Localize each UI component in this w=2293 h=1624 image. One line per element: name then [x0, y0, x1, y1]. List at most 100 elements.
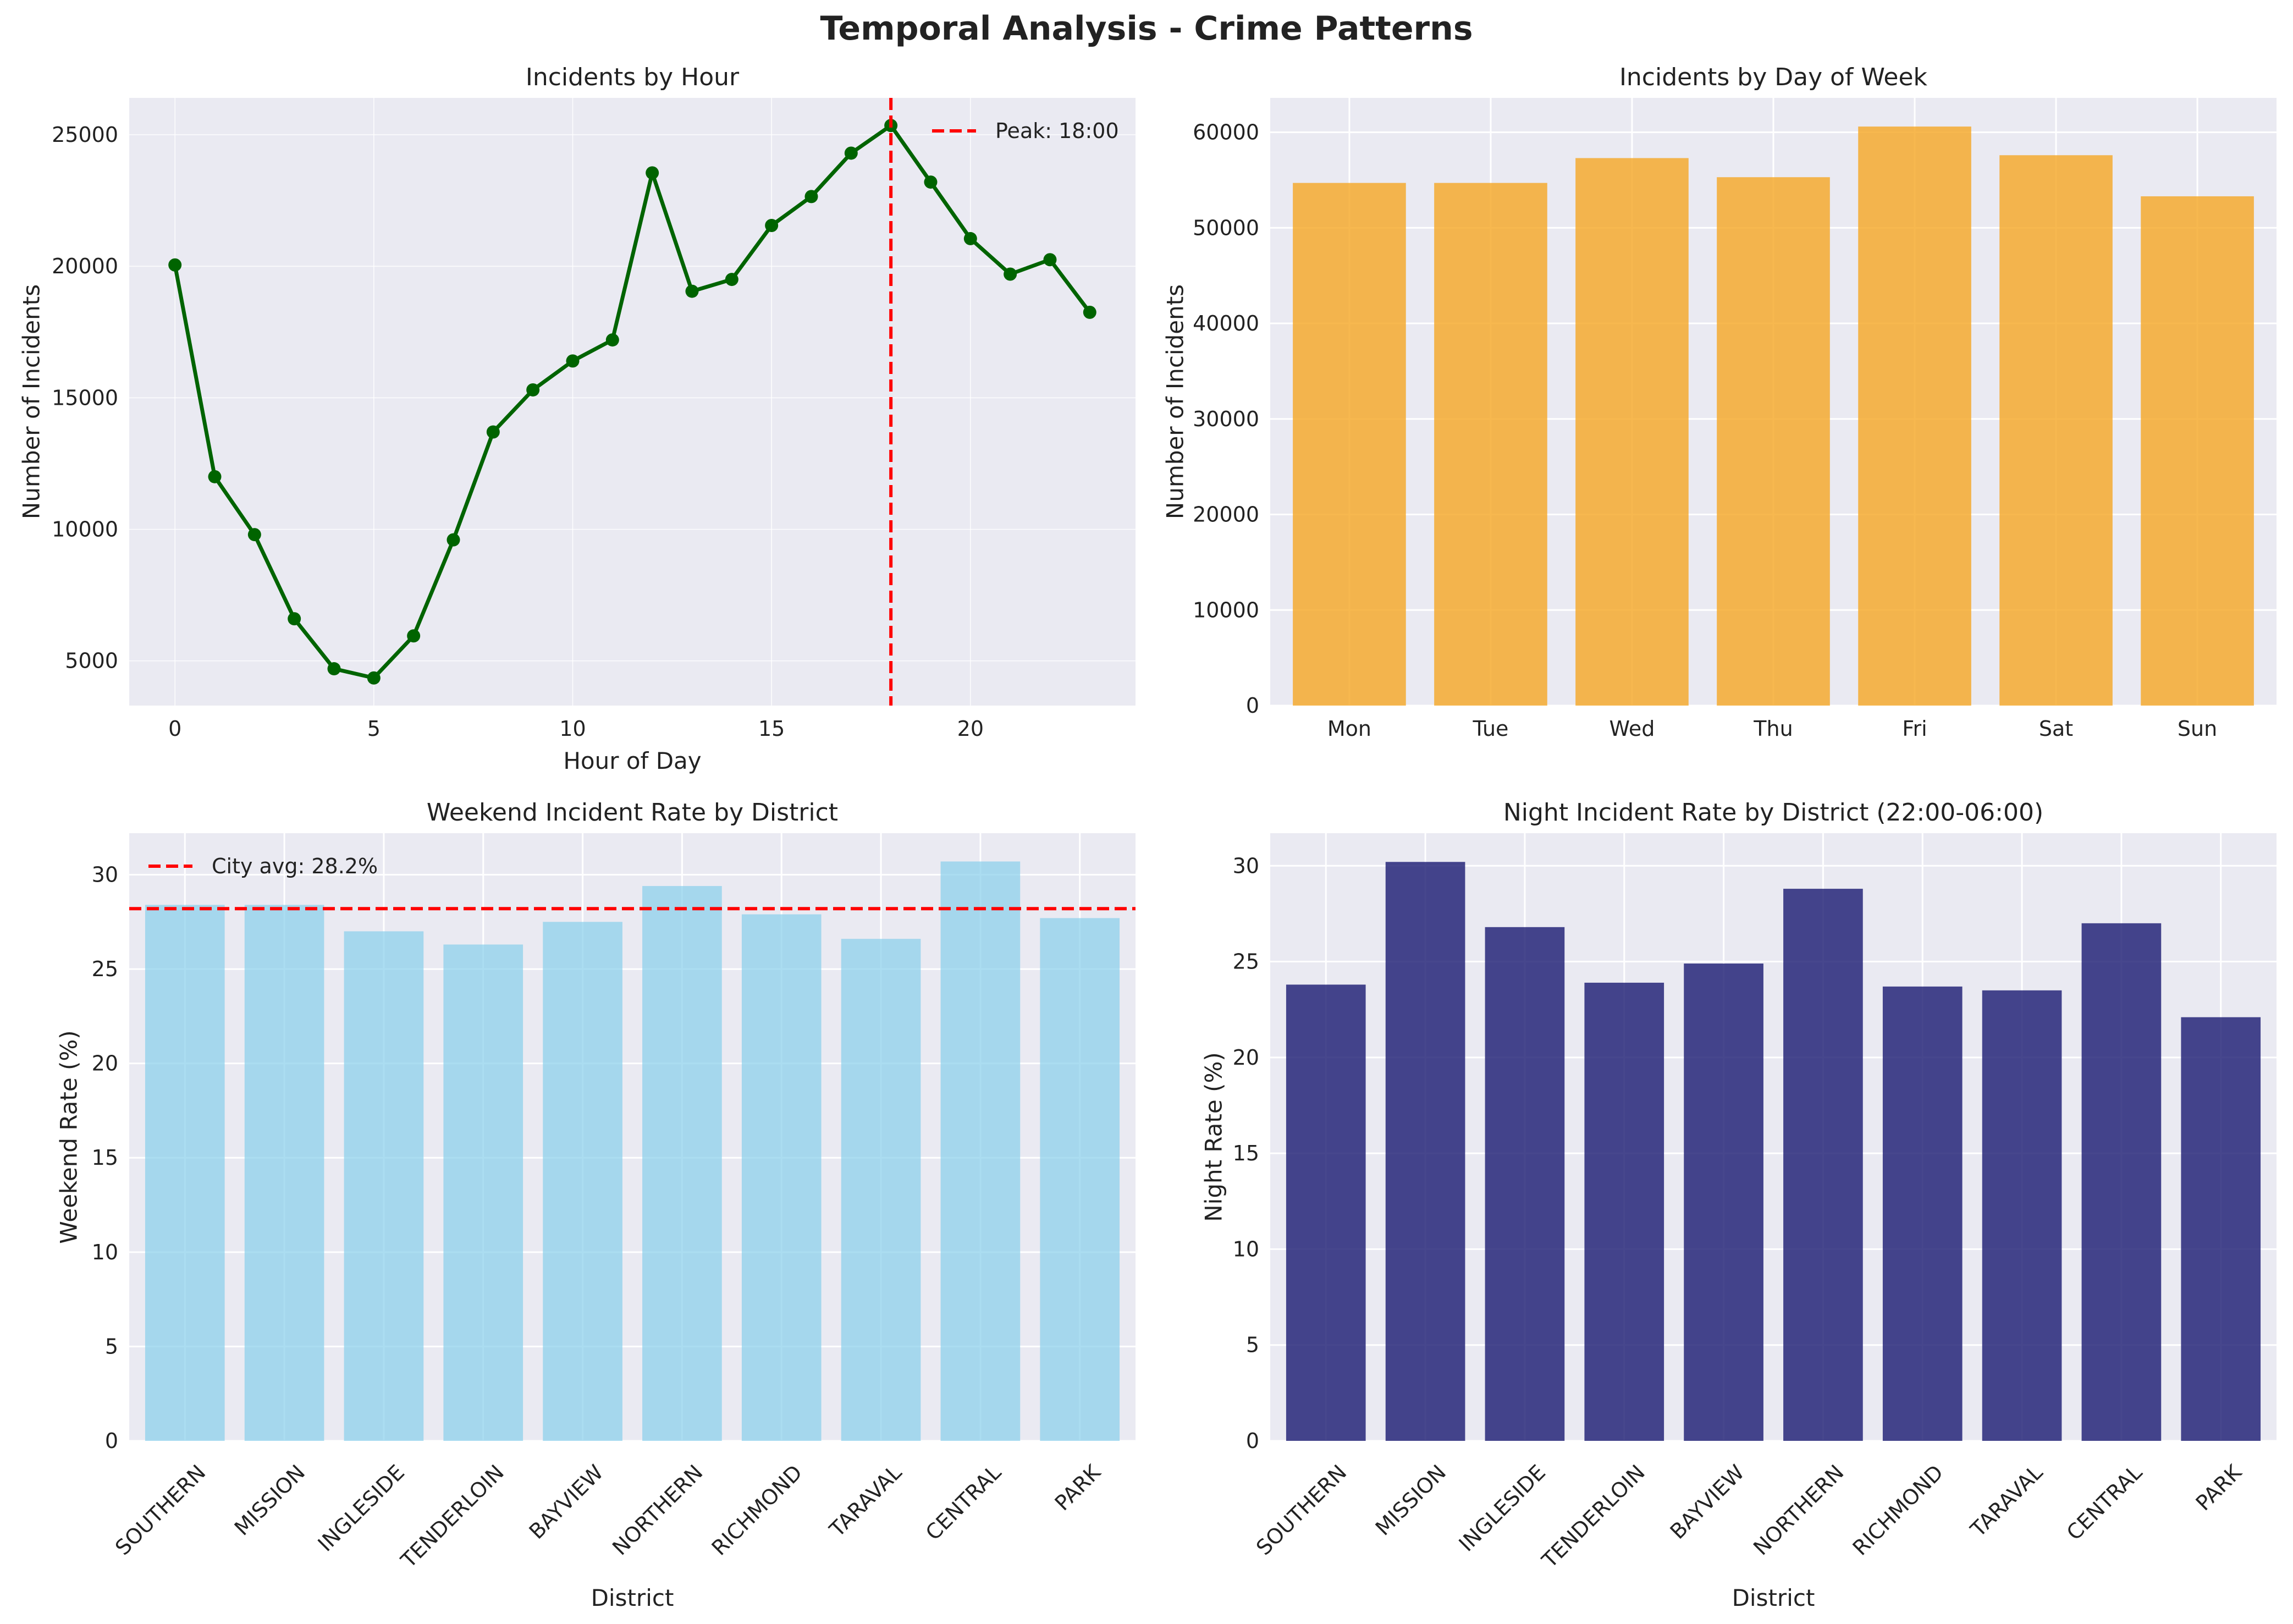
- data-point: [844, 146, 858, 160]
- series-line: [173, 123, 1092, 680]
- bar: [2081, 923, 2162, 1441]
- data-point: [963, 232, 977, 245]
- data-point: [804, 190, 818, 203]
- y-tick-label: 5000: [65, 649, 118, 673]
- bar: [2141, 196, 2254, 706]
- x-tick-label: BAYVIEW: [1666, 1460, 1749, 1544]
- data-point: [367, 671, 381, 685]
- bar: [1982, 990, 2062, 1441]
- y-tick-label: 50000: [1193, 216, 1259, 240]
- y-tick-label: 10000: [52, 518, 118, 542]
- bar: [1684, 964, 1763, 1441]
- bar: [1385, 862, 1465, 1441]
- figure-title: Temporal Analysis - Crime Patterns: [820, 9, 1473, 48]
- x-tick-label: TENDERLOIN: [396, 1460, 509, 1573]
- data-point: [1043, 253, 1057, 267]
- panel-dow: 0 10000 20000 30000 40000 50000 60000 Mon Tue Wed…: [1162, 63, 2277, 741]
- bar: [1717, 177, 1830, 706]
- data-point: [168, 258, 182, 272]
- bar: [1485, 927, 1565, 1441]
- bar: [1040, 918, 1120, 1441]
- x-tick-label: RICHMOND: [707, 1460, 807, 1560]
- y-axis-label: Number of Incidents: [1162, 284, 1189, 519]
- bar: [1434, 183, 1547, 706]
- x-tick-label: MISSION: [1371, 1460, 1451, 1540]
- data-point: [407, 629, 421, 643]
- bar: [1783, 889, 1863, 1441]
- data-point: [566, 354, 580, 368]
- y-tick-label: 10: [1233, 1237, 1259, 1261]
- panel-title: Incidents by Day of Week: [1619, 63, 1928, 91]
- y-tick-label: 20000: [1193, 503, 1259, 527]
- x-axis-label: Hour of Day: [563, 747, 701, 774]
- x-tick-label: Mon: [1327, 717, 1371, 741]
- data-point: [924, 175, 938, 189]
- y-tick-label: 25: [92, 957, 118, 981]
- data-point: [208, 470, 222, 483]
- x-tick-label: CENTRAL: [921, 1460, 1006, 1545]
- y-tick-label: 25: [1233, 950, 1259, 974]
- x-tick-label: NORTHERN: [1749, 1460, 1848, 1560]
- x-tick-label: SOUTHERN: [111, 1460, 210, 1560]
- bar: [1882, 986, 1963, 1441]
- y-axis-label: Number of Incidents: [18, 284, 45, 519]
- data-point: [646, 166, 659, 180]
- y-tick-label: 20000: [52, 254, 118, 278]
- panel-hour: 5000 10000 15000 20000 25000 0 5 10 15 20 Peak: 18…: [18, 63, 1136, 774]
- grid: [129, 98, 1136, 706]
- y-tick-label: 0: [1246, 1429, 1259, 1453]
- y-tick-label: 60000: [1193, 120, 1259, 145]
- x-tick-label: 5: [367, 717, 381, 741]
- y-tick-label: 30: [92, 862, 118, 887]
- data-point: [605, 333, 619, 347]
- y-tick-label: 0: [1246, 693, 1259, 718]
- bar: [1575, 158, 1689, 706]
- data-point: [327, 662, 341, 676]
- legend-label: Peak: 18:00: [995, 119, 1119, 143]
- bar: [244, 905, 324, 1441]
- legend-label: City avg: 28.2%: [212, 854, 378, 878]
- bar: [1286, 984, 1366, 1441]
- x-tick-label: TARAVAL: [824, 1460, 906, 1542]
- data-point: [447, 533, 460, 547]
- y-tick-label: 40000: [1193, 311, 1259, 335]
- data-point: [288, 612, 301, 626]
- bar: [1584, 982, 1664, 1441]
- x-tick-label: PARK: [2191, 1460, 2247, 1515]
- x-tick-label: NORTHERN: [608, 1460, 707, 1560]
- y-tick-label: 10: [92, 1240, 118, 1264]
- bar: [344, 931, 424, 1441]
- y-tick-label: 25000: [52, 123, 118, 147]
- bar: [642, 886, 722, 1441]
- x-tick-label: INGLESIDE: [313, 1460, 410, 1556]
- data-point: [486, 425, 500, 439]
- data-point: [725, 273, 738, 287]
- x-tick-label: CENTRAL: [2062, 1460, 2147, 1545]
- data-point: [1083, 305, 1096, 319]
- bar: [1858, 126, 1971, 706]
- x-tick-label: Sun: [2178, 717, 2217, 741]
- y-tick-label: 30000: [1193, 407, 1259, 431]
- x-tick-label: 10: [559, 717, 586, 741]
- x-tick-label: 0: [168, 717, 181, 741]
- panel-title: Night Incident Rate by District (22:00-0…: [1503, 799, 2043, 827]
- x-tick-label: Thu: [1753, 717, 1793, 741]
- x-tick-label: MISSION: [230, 1460, 310, 1540]
- data-point: [685, 284, 699, 298]
- bar: [2181, 1017, 2261, 1441]
- y-tick-label: 5: [105, 1334, 118, 1358]
- panel-title: Weekend Incident Rate by District: [427, 799, 838, 827]
- data-point: [247, 528, 261, 542]
- y-tick-label: 20: [1233, 1045, 1259, 1070]
- bar: [543, 922, 622, 1441]
- x-tick-label: PARK: [1050, 1460, 1106, 1515]
- panel-title: Incidents by Hour: [526, 63, 740, 91]
- x-tick-label: Tue: [1473, 717, 1509, 741]
- y-tick-label: 10000: [1193, 598, 1259, 622]
- bar: [1999, 155, 2113, 706]
- data-point: [765, 219, 779, 233]
- y-tick-label: 5: [1246, 1333, 1259, 1357]
- x-tick-label: BAYVIEW: [525, 1460, 608, 1544]
- plot-area: [129, 98, 1136, 706]
